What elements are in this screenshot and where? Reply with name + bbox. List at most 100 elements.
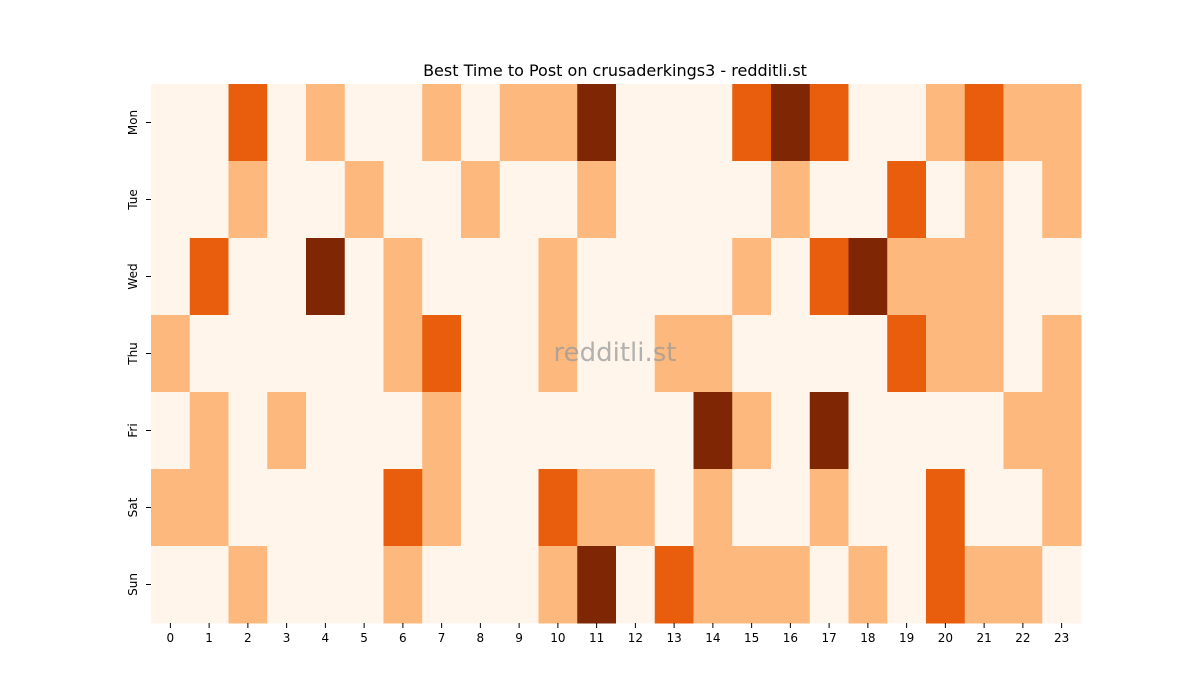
heatmap-cell-thu-3 — [267, 315, 307, 393]
heatmap-cell-tue-17 — [809, 161, 849, 239]
heatmap-cell-tue-13 — [654, 161, 694, 239]
heatmap-cell-tue-14 — [693, 161, 733, 239]
heatmap-cell-fri-12 — [616, 392, 656, 470]
heatmap-cell-mon-16 — [771, 84, 811, 162]
heatmap-cell-sat-6 — [383, 469, 423, 547]
heatmap-cell-tue-8 — [461, 161, 501, 239]
heatmap-cell-sat-9 — [499, 469, 539, 547]
heatmap-cell-mon-7 — [422, 84, 462, 162]
heatmap-cell-tue-15 — [732, 161, 772, 239]
heatmap-cell-tue-5 — [344, 161, 384, 239]
heatmap-cell-sun-6 — [383, 546, 423, 624]
heatmap-cell-tue-21 — [964, 161, 1004, 239]
heatmap-cell-sun-22 — [1003, 546, 1043, 624]
heatmap-cell-mon-19 — [887, 84, 927, 162]
heatmap-cell-sat-1 — [189, 469, 229, 547]
heatmap-cell-sat-12 — [616, 469, 656, 547]
heatmap-cell-sat-3 — [267, 469, 307, 547]
x-tick-label: 0 — [167, 631, 175, 645]
heatmap-cell-wed-18 — [848, 238, 888, 316]
heatmap-cell-thu-10 — [538, 315, 578, 393]
heatmap-cell-mon-10 — [538, 84, 578, 162]
heatmap-cell-mon-3 — [267, 84, 307, 162]
heatmap-cell-mon-23 — [1042, 84, 1082, 162]
heatmap-cell-mon-14 — [693, 84, 733, 162]
heatmap-cell-wed-3 — [267, 238, 307, 316]
x-tick-label: 1 — [205, 631, 213, 645]
heatmap-cell-sat-20 — [926, 469, 966, 547]
x-tick-label: 6 — [399, 631, 407, 645]
heatmap-cell-thu-9 — [499, 315, 539, 393]
heatmap-cell-thu-14 — [693, 315, 733, 393]
heatmap-cell-fri-5 — [344, 392, 384, 470]
heatmap-cell-thu-22 — [1003, 315, 1043, 393]
heatmap-cell-wed-11 — [577, 238, 617, 316]
heatmap-cell-fri-16 — [771, 392, 811, 470]
heatmap-cell-mon-11 — [577, 84, 617, 162]
heatmap-cell-sat-2 — [228, 469, 268, 547]
x-tick-label: 21 — [976, 631, 991, 645]
heatmap-cell-mon-12 — [616, 84, 656, 162]
heatmap-cell-mon-17 — [809, 84, 849, 162]
heatmap-cell-tue-16 — [771, 161, 811, 239]
heatmap-cell-mon-22 — [1003, 84, 1043, 162]
heatmap-cell-tue-7 — [422, 161, 462, 239]
heatmap-cell-thu-18 — [848, 315, 888, 393]
heatmap-cell-sat-5 — [344, 469, 384, 547]
heatmap-cell-thu-11 — [577, 315, 617, 393]
heatmap-cell-thu-7 — [422, 315, 462, 393]
heatmap-cell-thu-1 — [189, 315, 229, 393]
heatmap-cell-sun-23 — [1042, 546, 1082, 624]
x-tick-label: 13 — [666, 631, 681, 645]
heatmap-cell-mon-4 — [306, 84, 346, 162]
heatmap-cell-thu-6 — [383, 315, 423, 393]
heatmap-cell-tue-20 — [926, 161, 966, 239]
heatmap-cell-wed-4 — [306, 238, 346, 316]
heatmap-cell-sun-11 — [577, 546, 617, 624]
y-tick-label: Sun — [126, 573, 140, 596]
heatmap-cell-sun-0 — [151, 546, 191, 624]
heatmap-cell-wed-15 — [732, 238, 772, 316]
heatmap-cell-fri-4 — [306, 392, 346, 470]
x-tick-label: 18 — [860, 631, 875, 645]
heatmap-cell-wed-2 — [228, 238, 268, 316]
heatmap-cell-tue-23 — [1042, 161, 1082, 239]
heatmap-cell-wed-23 — [1042, 238, 1082, 316]
heatmap-cell-sat-23 — [1042, 469, 1082, 547]
x-tick-label: 15 — [744, 631, 759, 645]
x-tick-label: 8 — [477, 631, 485, 645]
heatmap-cell-fri-15 — [732, 392, 772, 470]
x-tick-label: 17 — [821, 631, 836, 645]
heatmap-cell-thu-17 — [809, 315, 849, 393]
heatmap-cell-sat-7 — [422, 469, 462, 547]
heatmap-cell-wed-13 — [654, 238, 694, 316]
heatmap-cell-wed-7 — [422, 238, 462, 316]
heatmap-cell-thu-15 — [732, 315, 772, 393]
heatmap-cell-thu-12 — [616, 315, 656, 393]
x-tick-label: 14 — [705, 631, 720, 645]
heatmap-cell-thu-13 — [654, 315, 694, 393]
heatmap-cell-tue-11 — [577, 161, 617, 239]
heatmap-cell-sun-17 — [809, 546, 849, 624]
heatmap-cell-mon-15 — [732, 84, 772, 162]
heatmap-cell-sun-19 — [887, 546, 927, 624]
heatmap-cell-fri-8 — [461, 392, 501, 470]
heatmap-cell-wed-6 — [383, 238, 423, 316]
x-tick-label: 20 — [938, 631, 953, 645]
heatmap-cell-sat-18 — [848, 469, 888, 547]
heatmap-cell-fri-9 — [499, 392, 539, 470]
x-tick-label: 3 — [283, 631, 291, 645]
heatmap-cell-sun-16 — [771, 546, 811, 624]
heatmap-cell-fri-11 — [577, 392, 617, 470]
y-tick-label: Mon — [126, 110, 140, 135]
x-tick-label: 7 — [438, 631, 446, 645]
x-tick-label: 10 — [550, 631, 565, 645]
heatmap-cell-tue-2 — [228, 161, 268, 239]
heatmap-cell-tue-19 — [887, 161, 927, 239]
x-tick-label: 23 — [1054, 631, 1069, 645]
heatmap-cell-thu-8 — [461, 315, 501, 393]
heatmap-cell-tue-4 — [306, 161, 346, 239]
heatmap-cell-mon-5 — [344, 84, 384, 162]
x-tick-label: 5 — [360, 631, 368, 645]
